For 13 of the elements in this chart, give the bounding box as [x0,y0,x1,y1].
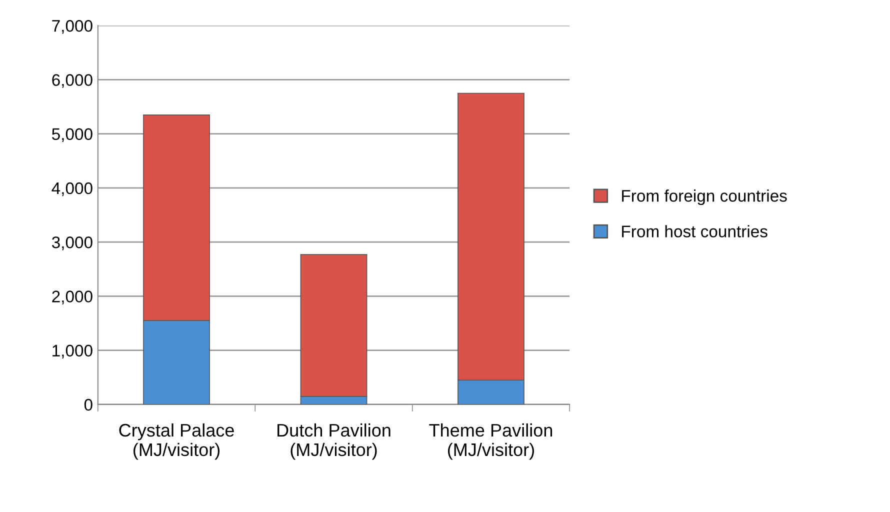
y-tick-label: 2,000 [52,290,92,304]
x-tick-label: Crystal Palace (MJ/visitor) [119,423,234,460]
y-tick-label: 3,000 [52,236,92,250]
y-tick-label: 6,000 [52,74,92,88]
y-tick-label: 0 [84,398,92,411]
x-tick-label: Dutch Pavilion (MJ/visitor) [278,423,390,460]
y-tick-label: 4,000 [52,182,92,196]
y-tick-label: 5,000 [52,128,92,142]
y-tick-label: 7,000 [52,20,92,34]
y-tick-label: 1,000 [52,344,92,359]
x-tick-label: Theme Pavilion (MJ/visitor) [429,423,552,460]
legend-label: From host countries [622,225,768,238]
legend-label: From foreign countries [622,190,787,206]
